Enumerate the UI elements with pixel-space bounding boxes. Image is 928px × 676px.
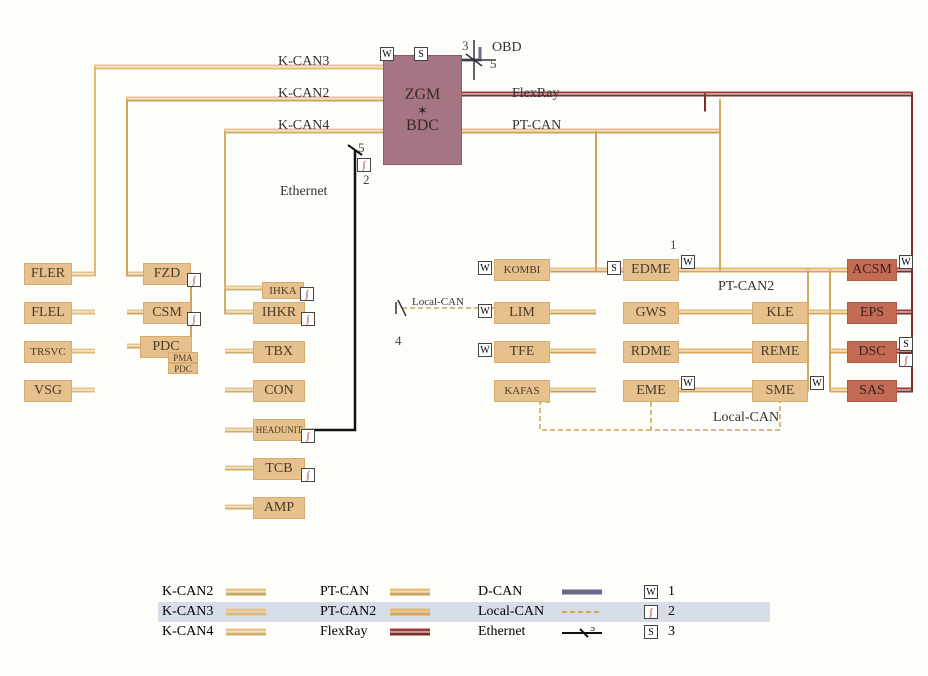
node-ihkr: IHKR bbox=[253, 302, 305, 324]
node-dsc-marker-right2: ∫ bbox=[899, 353, 913, 367]
legend-label-k-can2: K-CAN2 bbox=[162, 584, 213, 600]
legend-swatch-kcan4 bbox=[226, 627, 270, 639]
legend-marker-w: W bbox=[644, 585, 658, 599]
node-csm-marker: ∫ bbox=[187, 312, 201, 326]
gateway-line1: ZGM bbox=[405, 86, 441, 104]
legend-label-pt-can2: PT-CAN2 bbox=[320, 604, 376, 620]
node-kafas: KAFAS bbox=[494, 380, 550, 402]
node-dsc-marker-right: S bbox=[899, 337, 913, 351]
node-sme-marker-right: W bbox=[810, 376, 824, 390]
node-acsm: ACSM bbox=[847, 259, 897, 281]
node-fzd: FZD bbox=[143, 263, 191, 285]
ethernet-marker: ∫ bbox=[357, 158, 371, 172]
node-rdme: RDME bbox=[623, 341, 679, 363]
legend: K-CAN2 PT-CAN D-CAN W1 K-CAN3 PT-CAN2 Local-CA… bbox=[158, 582, 770, 644]
node-sas: SAS bbox=[847, 380, 897, 402]
legend-marker-j: ∫ bbox=[644, 605, 658, 619]
node-eme-marker-right: W bbox=[681, 376, 695, 390]
legend-swatch-kcan2 bbox=[226, 587, 270, 599]
gateway-star-icon: ✶ bbox=[417, 104, 428, 117]
legend-num-3: 3 bbox=[668, 624, 675, 640]
legend-swatch-flexray bbox=[390, 627, 434, 639]
legend-swatch-ethernet: 5 bbox=[562, 627, 606, 639]
num-label-5: 5 bbox=[358, 140, 365, 156]
node-head: HEADUNIT bbox=[253, 419, 305, 441]
legend-swatch-dcan bbox=[562, 587, 606, 599]
legend-num-1: 1 bbox=[668, 584, 675, 600]
node-pdc2: PDC bbox=[168, 363, 198, 374]
num-label-4: 4 bbox=[395, 333, 402, 349]
node-tfe-marker-left: W bbox=[478, 343, 492, 357]
bus-label-6: PT-CAN2 bbox=[718, 279, 774, 295]
node-fzd-marker: ∫ bbox=[187, 273, 201, 287]
bus-label-2: K-CAN4 bbox=[278, 118, 329, 134]
node-edme: EDME bbox=[623, 259, 679, 281]
num-label-1: 1 bbox=[670, 237, 677, 253]
node-lim-marker-left: W bbox=[478, 304, 492, 318]
node-flel: FLEL bbox=[24, 302, 72, 324]
node-pma: PMA bbox=[168, 352, 198, 363]
obd-label: OBD bbox=[492, 40, 522, 56]
svg-text:5: 5 bbox=[590, 627, 595, 634]
node-ihka-marker: ∫ bbox=[300, 287, 314, 301]
gateway-zgm-bdc: ZGM ✶ BDC bbox=[383, 55, 462, 165]
legend-label-k-can4: K-CAN4 bbox=[162, 624, 213, 640]
obd-num3: 3 bbox=[462, 38, 469, 54]
legend-swatch-kcan3 bbox=[226, 607, 270, 619]
node-edme-marker-left: S bbox=[607, 261, 621, 275]
node-trsvc: TRSVC bbox=[24, 341, 72, 363]
node-csm: CSM bbox=[143, 302, 191, 324]
node-tcb-marker: ∫ bbox=[301, 468, 315, 482]
gateway-marker-w: W bbox=[380, 47, 394, 61]
bus-label-8: Local-CAN bbox=[713, 410, 779, 426]
num-label-2: 2 bbox=[363, 172, 370, 188]
node-tcb: TCB bbox=[253, 458, 305, 480]
legend-label-k-can3: K-CAN3 bbox=[162, 604, 213, 620]
bus-label-0: K-CAN3 bbox=[278, 54, 329, 70]
node-head-marker: ∫ bbox=[301, 429, 315, 443]
node-lim: LIM bbox=[494, 302, 550, 324]
node-tfe: TFE bbox=[494, 341, 550, 363]
node-ihka: IHKA bbox=[262, 282, 304, 299]
gateway-line2: BDC bbox=[406, 117, 439, 135]
bus-label-5: PT-CAN bbox=[512, 118, 561, 134]
bus-label-4: FlexRay bbox=[512, 86, 559, 102]
node-reme: REME bbox=[752, 341, 808, 363]
legend-swatch-localcan bbox=[562, 607, 606, 619]
legend-label-local-can: Local-CAN bbox=[478, 604, 544, 620]
legend-marker-s: S bbox=[644, 625, 658, 639]
legend-label-d-can: D-CAN bbox=[478, 584, 522, 600]
obd-num5: 5 bbox=[490, 56, 497, 72]
legend-label-flexray: FlexRay bbox=[320, 624, 367, 640]
node-eps: EPS bbox=[847, 302, 897, 324]
bus-label-1: K-CAN2 bbox=[278, 86, 329, 102]
node-acsm-marker-right: W bbox=[899, 255, 913, 269]
node-kombi-marker-left: W bbox=[478, 261, 492, 275]
legend-label-ethernet: Ethernet bbox=[478, 624, 525, 640]
legend-num-2: 2 bbox=[668, 604, 675, 620]
node-dsc: DSC bbox=[847, 341, 897, 363]
node-tbx: TBX bbox=[253, 341, 305, 363]
legend-label-pt-can: PT-CAN bbox=[320, 584, 369, 600]
network-diagram: ZGM ✶ BDCWSFLERFLELTRSVCVSGFZD∫CSM∫PDCPM… bbox=[0, 0, 928, 676]
node-ihkr-marker: ∫ bbox=[301, 312, 315, 326]
node-con: CON bbox=[253, 380, 305, 402]
legend-swatch-ptcan2 bbox=[390, 607, 434, 619]
bus-label-3: Ethernet bbox=[280, 184, 327, 200]
node-fler: FLER bbox=[24, 263, 72, 285]
gateway-marker-s: S bbox=[414, 47, 428, 61]
node-edme-marker-right: W bbox=[681, 255, 695, 269]
node-amp: AMP bbox=[253, 497, 305, 519]
node-kle: KLE bbox=[752, 302, 808, 324]
node-vsg: VSG bbox=[24, 380, 72, 402]
node-sme: SME bbox=[752, 380, 808, 402]
legend-swatch-ptcan bbox=[390, 587, 434, 599]
node-eme: EME bbox=[623, 380, 679, 402]
node-gws: GWS bbox=[623, 302, 679, 324]
node-kombi: KOMBI bbox=[494, 259, 550, 281]
bus-label-7: Local-CAN bbox=[412, 296, 464, 308]
